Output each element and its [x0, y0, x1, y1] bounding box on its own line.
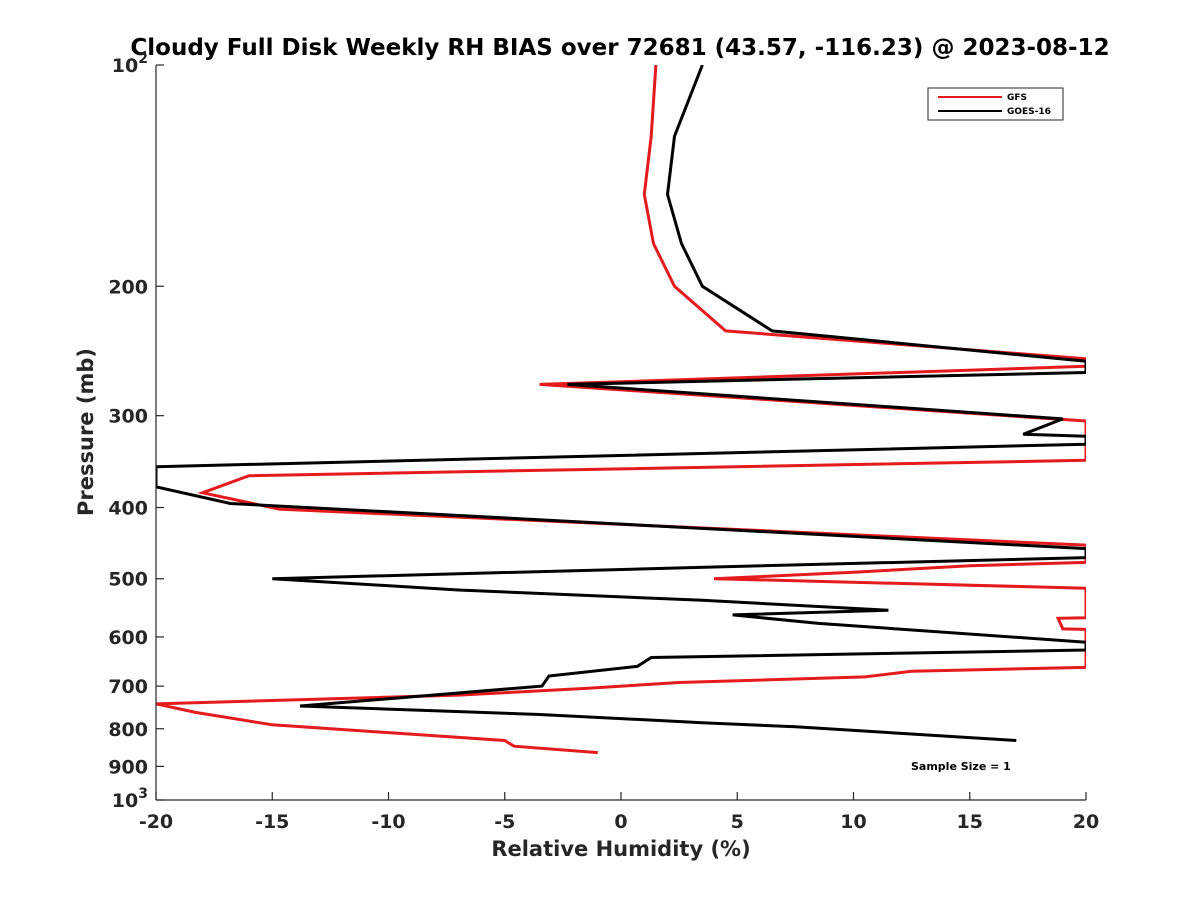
- y-tick-label: 800: [108, 719, 148, 741]
- y-tick-label: 103: [112, 786, 148, 812]
- legend-box: [927, 87, 1064, 121]
- x-tick-label: 15: [957, 811, 983, 833]
- y-tick-label: 600: [108, 627, 148, 649]
- y-tick-label: 900: [108, 756, 148, 778]
- legend-label-gfs: GFS: [1007, 93, 1027, 103]
- y-axis-label: Pressure (mb): [74, 348, 98, 516]
- x-tick-label: 5: [731, 811, 744, 833]
- x-ticks: -20 -15 -10 -5 0 5 10 15 20: [139, 792, 1099, 833]
- y-tick-label: 300: [108, 406, 148, 428]
- x-tick-label: -5: [494, 811, 515, 833]
- x-tick-label: 20: [1073, 811, 1099, 833]
- series-layer: [156, 65, 1086, 755]
- y-tick-label: 102: [112, 51, 148, 77]
- y-ticks: 102 200 300 400 500 600 700 800 900 103: [108, 51, 164, 812]
- legend: GFS GOES-16: [927, 87, 1064, 121]
- x-tick-label: -10: [371, 811, 405, 833]
- chart-title: Cloudy Full Disk Weekly RH BIAS over 726…: [130, 35, 1109, 61]
- x-tick-label: -20: [139, 811, 173, 833]
- series-line-gfs: [156, 65, 1086, 755]
- x-tick-label: 10: [840, 811, 866, 833]
- series-line-goes16: [156, 65, 1086, 742]
- y-tick-label: 700: [108, 676, 148, 698]
- y-tick-label: 400: [108, 498, 148, 520]
- legend-label-goes16: GOES-16: [1007, 107, 1051, 117]
- plot-area: [156, 65, 1086, 800]
- y-tick-label: 500: [108, 569, 148, 591]
- x-tick-label: -15: [255, 811, 289, 833]
- y-tick-label: 200: [108, 276, 148, 298]
- x-axis-label: Relative Humidity (%): [491, 837, 750, 861]
- sample-size-annotation: Sample Size = 1: [911, 760, 1011, 773]
- x-tick-label: 0: [614, 811, 627, 833]
